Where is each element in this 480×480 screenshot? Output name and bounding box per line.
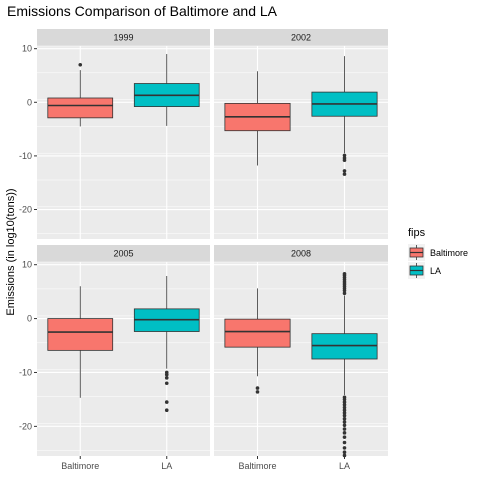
facet-strip	[37, 29, 210, 46]
outlier-point	[164, 400, 169, 404]
box-LA	[133, 54, 200, 126]
panel-2005: 2005 10 0 -10 -20 Baltimore LA	[19, 245, 210, 471]
x-tick-label: Baltimore	[238, 461, 276, 471]
panel-2002: 2002	[214, 29, 388, 239]
outlier-point	[164, 372, 169, 377]
outlier-point	[342, 272, 347, 276]
y-tick-label: 10	[22, 44, 32, 54]
y-tick-label: -10	[19, 367, 32, 377]
outlier-point	[255, 390, 260, 394]
legend-entry-Baltimore: Baltimore	[408, 244, 468, 261]
y-tick-label: 10	[22, 260, 32, 270]
x-tick-label: LA	[161, 461, 172, 471]
legend-entry-label: Baltimore	[430, 248, 468, 258]
facet-strip	[214, 245, 388, 262]
y-tick-label: -10	[19, 151, 32, 161]
panel-2008: 2008 Baltimore LA	[214, 245, 388, 471]
outlier-point	[164, 381, 169, 386]
box-Baltimore	[47, 286, 114, 398]
x-tick-label: LA	[339, 461, 350, 471]
panel-1999: 1999 10 0 -10 -20	[19, 29, 210, 239]
facet-strip	[214, 29, 388, 46]
outlier-point	[342, 153, 347, 158]
outlier-point	[164, 408, 169, 412]
outlier-point	[342, 403, 347, 407]
outlier-point	[342, 417, 347, 421]
outlier-point	[342, 291, 347, 296]
outlier-point	[342, 450, 347, 455]
outlier-point	[342, 169, 347, 173]
legend: fips Baltimore LA	[408, 227, 468, 279]
box-Baltimore	[47, 62, 114, 127]
outlier-point	[164, 376, 169, 380]
facet-strip-label: 2005	[113, 249, 133, 259]
y-tick-label: -20	[19, 421, 32, 431]
y-axis-title: Emissions (in log10(tons))	[5, 188, 17, 315]
facet-panels: 1999 10 0 -10 -20 2002 2005 10 0 -10 -20 Baltimore L…	[19, 29, 388, 471]
outlier-point	[342, 420, 347, 424]
y-tick-label: 0	[27, 314, 32, 324]
box-iqr	[47, 318, 114, 351]
legend-entry-label: LA	[430, 266, 441, 276]
legend-title: fips	[408, 227, 426, 239]
x-tick-label: Baltimore	[61, 461, 99, 471]
chart-title: Emissions Comparison of Baltimore and LA	[7, 3, 278, 19]
outlier-point	[342, 172, 347, 176]
box-iqr	[47, 97, 114, 119]
outlier-point	[342, 453, 347, 458]
facet-strip-label: 2008	[291, 249, 311, 259]
outlier-point	[342, 435, 347, 439]
outlier-point	[342, 446, 347, 450]
box-LA	[311, 272, 378, 458]
outlier-point	[342, 408, 347, 412]
outlier-point	[78, 62, 83, 67]
outlier-point	[342, 400, 347, 404]
box-Baltimore	[224, 71, 291, 166]
outlier-point	[342, 411, 347, 415]
box-Baltimore	[224, 288, 291, 394]
facet-strip-label: 1999	[113, 33, 133, 43]
legend-entry-LA: LA	[408, 262, 441, 279]
box-LA	[311, 56, 378, 176]
box-iqr	[311, 333, 378, 360]
outlier-point	[342, 405, 347, 410]
box-iqr	[224, 318, 291, 348]
outlier-point	[342, 427, 347, 431]
outlier-point	[255, 386, 260, 390]
outlier-point	[342, 440, 347, 445]
outlier-point	[342, 413, 347, 418]
facet-strip	[37, 245, 210, 262]
facet-strip-label: 2002	[291, 33, 311, 43]
y-tick-label: -20	[19, 205, 32, 215]
outlier-point	[342, 423, 347, 428]
outlier-point	[342, 397, 347, 402]
y-tick-label: 0	[27, 97, 32, 107]
outlier-point	[342, 431, 347, 435]
box-LA	[133, 276, 200, 412]
outlier-point	[342, 158, 347, 162]
